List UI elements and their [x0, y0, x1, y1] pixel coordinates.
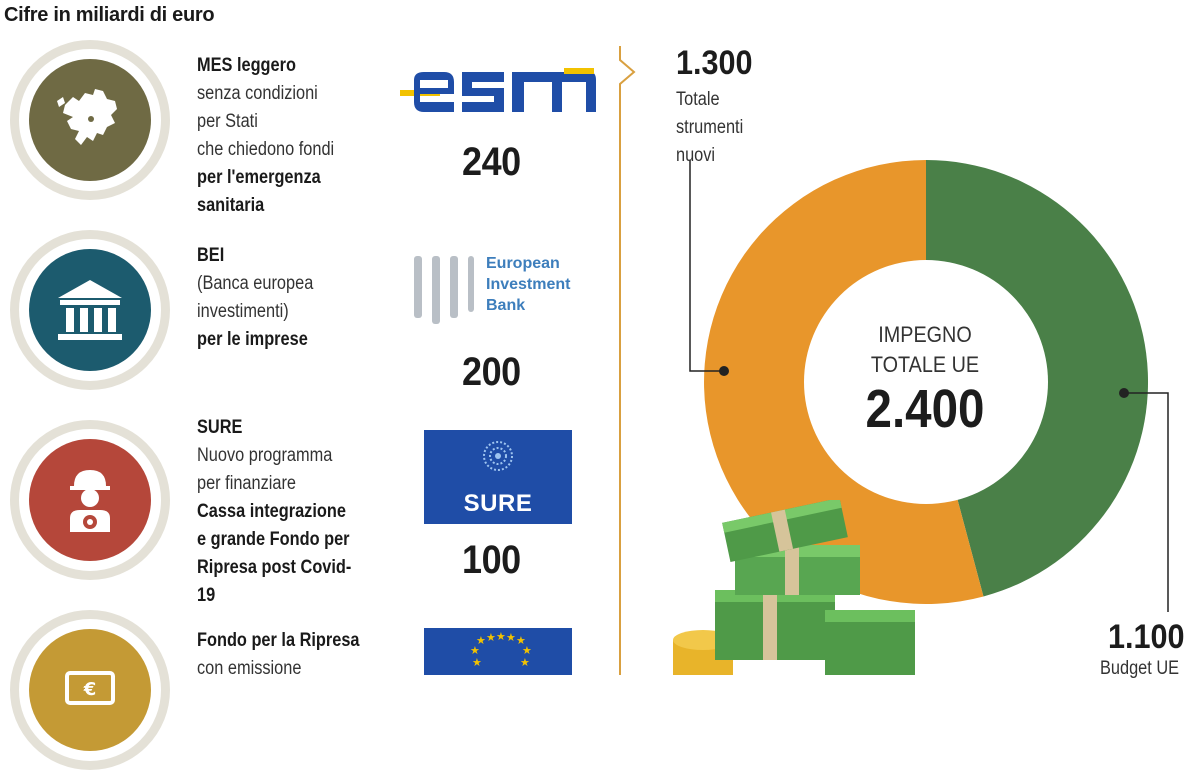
svg-text:★: ★: [522, 644, 532, 657]
center-line: TOTALE UE: [870, 352, 980, 377]
bank-building-icon: [29, 249, 151, 371]
donut-hole: [804, 260, 1048, 504]
eib-logo-line: European: [486, 255, 560, 272]
donut-center-value: 2.400: [865, 379, 985, 439]
item-title: MES leggero: [197, 55, 296, 76]
desc-line: sanitaria: [197, 195, 265, 216]
chart-subtitle: Cifre in miliardi di euro: [4, 4, 215, 26]
sure-logo: SURE: [424, 430, 572, 524]
desc-line: investimenti): [197, 301, 289, 322]
desc-line: e grande Fondo per: [197, 529, 350, 550]
item-description: SURE Nuovo programma per finanziare Cass…: [197, 414, 369, 610]
leader-dot-b: [1119, 388, 1129, 398]
eib-logo-text: European Investment Bank: [486, 253, 570, 316]
eib-logo-mark: [414, 256, 474, 324]
desc-line: per finanziare: [197, 473, 297, 494]
svg-text:★: ★: [470, 644, 480, 657]
europe-map-icon: [29, 59, 151, 181]
leader-line-a: [689, 160, 724, 372]
worker-helmet-icon: [29, 439, 151, 561]
icon-ring: [10, 420, 170, 580]
icon-ring: [10, 40, 170, 200]
esm-logo: [400, 68, 596, 112]
desc-line: Ripresa post Covid-19: [197, 557, 352, 606]
desc-line: per le imprese: [197, 329, 308, 350]
item-title: Fondo per la Ripresa: [197, 630, 360, 651]
slice-name-line: Totale: [676, 89, 720, 110]
sure-logo-label: SURE: [463, 490, 533, 517]
svg-text:★: ★: [472, 656, 482, 669]
svg-text:★: ★: [476, 634, 486, 647]
icon-ring: [10, 230, 170, 390]
desc-line: senza condizioni: [197, 83, 318, 104]
amount-label: 100: [462, 538, 521, 582]
leader-dot-a: [719, 366, 729, 376]
svg-text:★: ★: [516, 634, 526, 647]
desc-line: Cassa integrazione: [197, 501, 346, 522]
slice-name-line: strumenti: [676, 117, 744, 138]
desc-line: che chiedono fondi: [197, 139, 335, 160]
eu-flag-logo: ★ ★ ★ ★ ★ ★ ★ ★ ★: [424, 628, 572, 675]
item-title: SURE: [197, 417, 243, 438]
sure-emblem-icon: [483, 441, 513, 471]
leader-line-b: [1124, 392, 1169, 612]
svg-text:€: €: [83, 679, 97, 700]
center-line: IMPEGNO: [878, 322, 972, 347]
item-description: Fondo per la Ripresa con emissione: [197, 627, 369, 683]
desc-line: (Banca europea: [197, 273, 314, 294]
item-description: BEI (Banca europea investimenti) per le …: [197, 242, 369, 354]
donut-chart: [619, 46, 1169, 675]
desc-line: Nuovo programma: [197, 445, 333, 466]
amount-label: 200: [462, 350, 521, 394]
money-stack-icon: [673, 500, 915, 675]
slice-name-line: nuovi: [676, 145, 716, 166]
slice-name-label: Budget UE: [1100, 658, 1180, 679]
item-title: BEI: [197, 245, 225, 266]
slice-value-label: 1.100: [1108, 618, 1185, 656]
section-divider: [619, 46, 636, 675]
donut-center-label: IMPEGNO TOTALE UE: [849, 320, 1002, 380]
amount-label: 240: [462, 140, 521, 184]
eib-logo-line: Bank: [486, 297, 526, 314]
svg-text:★: ★: [520, 656, 530, 669]
slice-name-label: Totale strumenti nuovi: [676, 86, 743, 170]
desc-line: con emissione: [197, 658, 302, 679]
slice-value-label: 1.300: [676, 44, 753, 82]
eu-stars-icon: ★ ★ ★ ★ ★ ★ ★ ★ ★: [470, 630, 532, 669]
desc-line: per l'emergenza: [197, 167, 321, 188]
svg-text:★: ★: [496, 630, 506, 643]
eib-logo-line: Investment: [486, 276, 571, 293]
desc-line: per Stati: [197, 111, 258, 132]
svg-text:★: ★: [486, 631, 496, 644]
item-description: MES leggero senza condizioni per Stati c…: [197, 52, 369, 220]
svg-text:★: ★: [506, 631, 516, 644]
